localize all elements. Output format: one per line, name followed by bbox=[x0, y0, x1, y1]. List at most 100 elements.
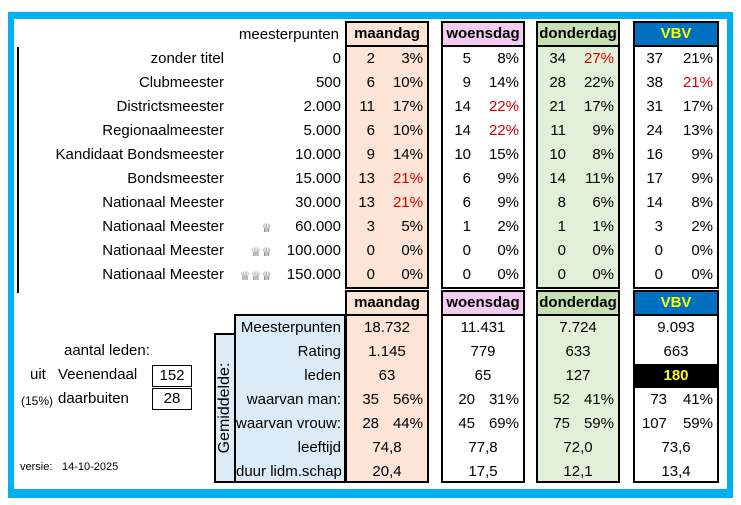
stat-percent: 41% bbox=[583, 391, 614, 408]
count-cell: 0 bbox=[462, 266, 471, 283]
column-header-maandag[interactable]: maandag bbox=[347, 23, 427, 47]
percent-cell: 14% bbox=[392, 146, 423, 163]
stat-label: waarvan man: bbox=[246, 391, 341, 408]
title-name: Regionaalmeester bbox=[102, 122, 224, 139]
column-header-donderdag[interactable]: donderdag bbox=[538, 23, 618, 47]
stat-count: 75 bbox=[553, 415, 570, 432]
percent-cell: 21% bbox=[682, 74, 713, 91]
stat-count: 28 bbox=[362, 415, 379, 432]
stat-label: leeftijd bbox=[297, 439, 341, 456]
stat-value: 9.093 bbox=[657, 319, 695, 336]
averages-label-box: Gemiddelde: bbox=[214, 333, 236, 483]
title-points: 500 bbox=[315, 74, 341, 91]
column-box-woensdag bbox=[441, 21, 525, 289]
column-header-vbv[interactable]: VBV bbox=[635, 23, 717, 47]
members-in-prefix: uit bbox=[30, 366, 46, 383]
percent-cell: 11% bbox=[585, 170, 614, 187]
percent-cell: 9% bbox=[592, 122, 614, 139]
stat-value: 779 bbox=[470, 343, 496, 360]
stat-value: 20,4 bbox=[372, 463, 402, 480]
count-cell: 34 bbox=[549, 50, 566, 67]
column-header-woensdag-stats[interactable]: woensdag bbox=[443, 292, 523, 316]
percent-cell: 0% bbox=[691, 266, 713, 283]
title-name: Clubmeester bbox=[138, 74, 224, 91]
stat-value: 73,6 bbox=[661, 439, 691, 456]
stat-percent: 31% bbox=[488, 391, 519, 408]
stat-count: 35 bbox=[362, 391, 379, 408]
members-out-value: 28 bbox=[152, 388, 192, 410]
count-cell: 0 bbox=[366, 242, 375, 259]
count-cell: 9 bbox=[462, 74, 471, 91]
count-cell: 10 bbox=[549, 146, 566, 163]
count-cell: 1 bbox=[462, 218, 471, 235]
stat-value: 12,1 bbox=[563, 463, 593, 480]
count-cell: 6 bbox=[366, 122, 375, 139]
column-header-maandag-stats[interactable]: maandag bbox=[347, 292, 427, 316]
version-date: 14-10-2025 bbox=[62, 461, 119, 473]
title-points: 60.000 bbox=[295, 218, 341, 235]
column-stats-box-donderdag bbox=[536, 290, 620, 483]
stat-value: 18.732 bbox=[364, 319, 410, 336]
count-cell: 13 bbox=[358, 194, 375, 211]
percent-cell: 27% bbox=[583, 50, 614, 67]
stat-value: 127 bbox=[565, 367, 591, 384]
title-points: 30.000 bbox=[295, 194, 341, 211]
members-out-pct: (15%) bbox=[21, 394, 54, 408]
count-cell: 24 bbox=[646, 122, 663, 139]
version-label: versie: bbox=[20, 461, 53, 473]
count-cell: 0 bbox=[557, 242, 566, 259]
column-header-woensdag[interactable]: woensdag bbox=[443, 23, 523, 47]
column-header-donderdag-stats[interactable]: donderdag bbox=[538, 292, 618, 316]
percent-cell: 22% bbox=[583, 74, 614, 91]
stat-label: waarvan vrouw: bbox=[236, 415, 342, 432]
percent-cell: 13% bbox=[682, 122, 713, 139]
column-box-maandag bbox=[345, 21, 429, 289]
title-points: 10.000 bbox=[295, 146, 341, 163]
count-cell: 37 bbox=[646, 50, 663, 67]
stat-value: 7.724 bbox=[559, 319, 597, 336]
percent-cell: 21% bbox=[392, 194, 423, 211]
count-cell: 0 bbox=[462, 242, 471, 259]
percent-cell: 17% bbox=[392, 98, 423, 115]
stat-percent: 41% bbox=[682, 391, 713, 408]
count-cell: 0 bbox=[654, 266, 663, 283]
crown-icon: ♕ bbox=[261, 221, 272, 235]
title-name: Nationaal Meester bbox=[102, 218, 224, 235]
title-points: 100.000 bbox=[286, 242, 341, 259]
stat-value: 65 bbox=[474, 367, 492, 384]
count-cell: 21 bbox=[549, 98, 566, 115]
percent-cell: 15% bbox=[488, 146, 519, 163]
count-cell: 9 bbox=[366, 146, 375, 163]
count-cell: 6 bbox=[366, 74, 375, 91]
count-cell: 2 bbox=[366, 50, 375, 67]
stat-label: duur lidm.schap bbox=[236, 463, 342, 480]
percent-cell: 0% bbox=[592, 242, 614, 259]
count-cell: 14 bbox=[549, 170, 566, 187]
percent-cell: 8% bbox=[497, 50, 519, 67]
count-cell: 0 bbox=[557, 266, 566, 283]
crown-icon: ♕♕♕ bbox=[239, 269, 272, 283]
stat-label: Meesterpunten bbox=[240, 319, 341, 336]
percent-cell: 17% bbox=[583, 98, 614, 115]
percent-cell: 22% bbox=[488, 98, 519, 115]
stat-label: leden bbox=[304, 367, 341, 384]
averages-label: Gemiddelde: bbox=[216, 362, 233, 454]
members-title: aantal leden: bbox=[64, 342, 150, 359]
percent-cell: 17% bbox=[682, 98, 713, 115]
column-box-donderdag bbox=[536, 21, 620, 289]
stats-label-box bbox=[234, 314, 346, 483]
stat-value: 1.145 bbox=[368, 343, 406, 360]
count-cell: 8 bbox=[557, 194, 566, 211]
column-header-vbv-stats[interactable]: VBV bbox=[635, 292, 717, 316]
percent-cell: 0% bbox=[592, 266, 614, 283]
percent-cell: 8% bbox=[691, 194, 713, 211]
stat-value: 663 bbox=[663, 343, 689, 360]
stat-percent: 59% bbox=[682, 415, 713, 432]
count-cell: 14 bbox=[646, 194, 663, 211]
title-name: zonder titel bbox=[150, 50, 224, 67]
crown-icon: ♕♕ bbox=[250, 245, 272, 259]
title-name: Bondsmeester bbox=[127, 170, 224, 187]
count-cell: 6 bbox=[462, 194, 471, 211]
stat-count: 107 bbox=[641, 415, 667, 432]
column-box-vbv bbox=[633, 21, 719, 289]
